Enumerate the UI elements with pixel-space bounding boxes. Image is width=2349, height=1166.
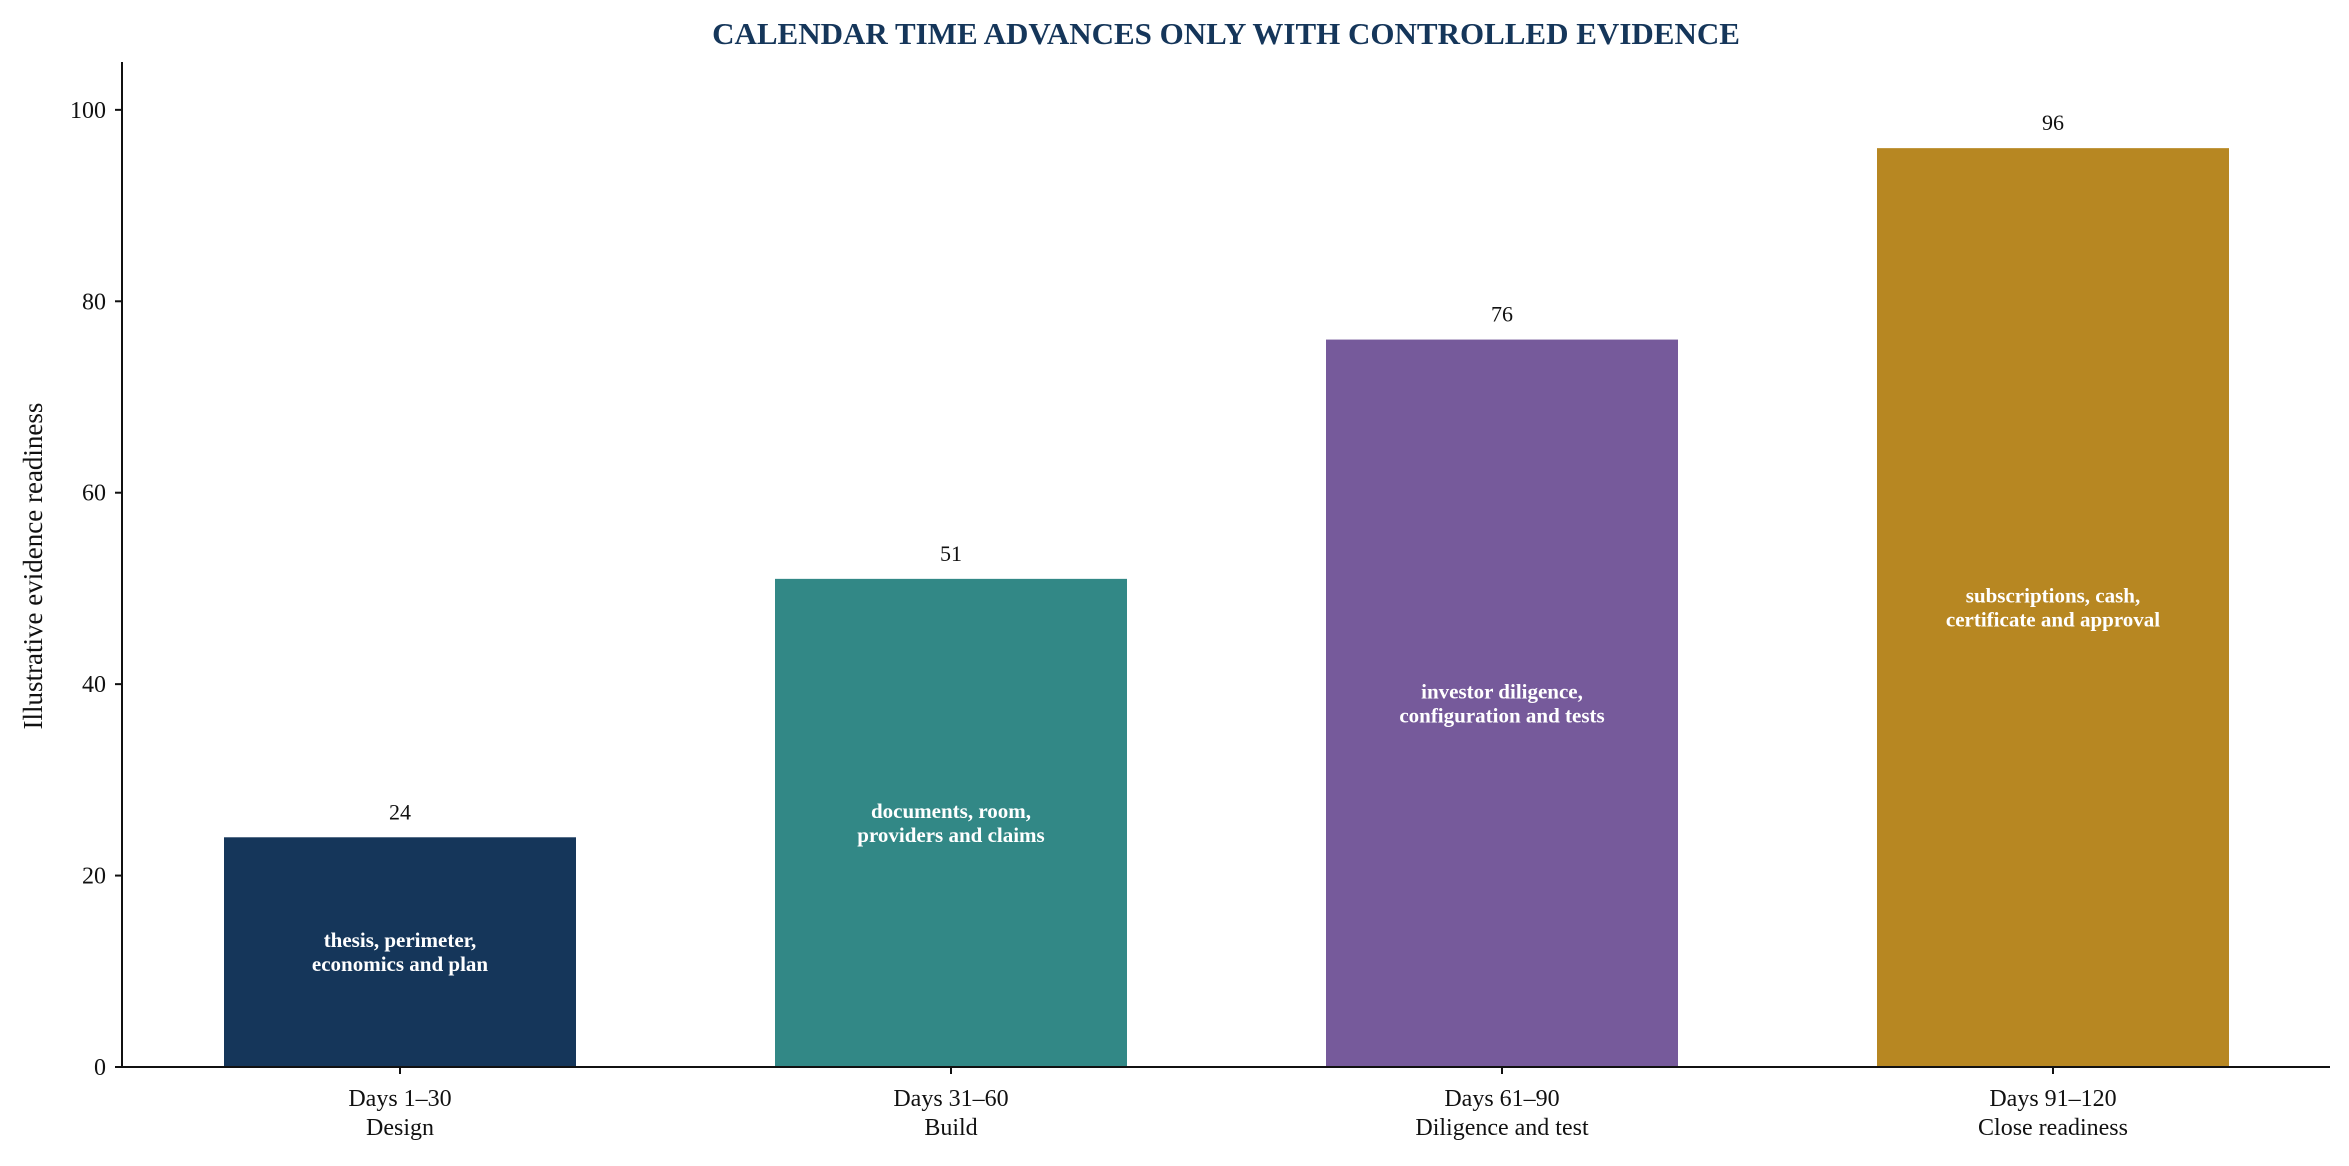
- x-tick-label: Days 61–90 Diligence and test: [1415, 1086, 1589, 1141]
- bar-value-label: 96: [2042, 110, 2064, 135]
- bar-4: [1877, 148, 2229, 1068]
- bar-annotation: investor diligence, configuration and tes…: [1399, 679, 1604, 727]
- y-tick-label: 40: [82, 672, 106, 698]
- bar-value-label: 76: [1491, 302, 1513, 327]
- x-tick-label: Days 91–120 Close readiness: [1978, 1086, 2128, 1141]
- bar-value-label: 24: [389, 799, 411, 824]
- y-tick-label: 80: [82, 289, 106, 315]
- y-tick-label: 20: [82, 864, 106, 890]
- y-tick-label: 60: [82, 481, 106, 507]
- chart-title: CALENDAR TIME ADVANCES ONLY WITH CONTROL…: [712, 16, 1740, 51]
- bar-annotation: documents, room, providers and claims: [857, 799, 1044, 847]
- axes-layer: Days 1–30 Design Days 31–60 Build Days 61–90…: [70, 62, 2330, 1141]
- y-tick-label: 0: [94, 1055, 106, 1081]
- y-axis-label: Illustrative evidence readiness: [18, 403, 48, 730]
- y-tick-label: 100: [70, 98, 106, 124]
- bar-2: [775, 578, 1127, 1067]
- bar-1: [224, 837, 576, 1067]
- x-tick-label: Days 1–30 Design: [348, 1086, 451, 1141]
- bar-value-label: 51: [940, 541, 962, 566]
- bar-3: [1326, 339, 1678, 1068]
- bar-annotation: thesis, perimeter, economics and plan: [312, 928, 489, 976]
- bars-layer: 24 thesis, perimeter, economics and plan 51…: [224, 110, 2229, 1068]
- bar-annotation: subscriptions, cash, certificate and appr…: [1946, 584, 2160, 632]
- x-tick-label: Days 31–60 Build: [893, 1086, 1008, 1141]
